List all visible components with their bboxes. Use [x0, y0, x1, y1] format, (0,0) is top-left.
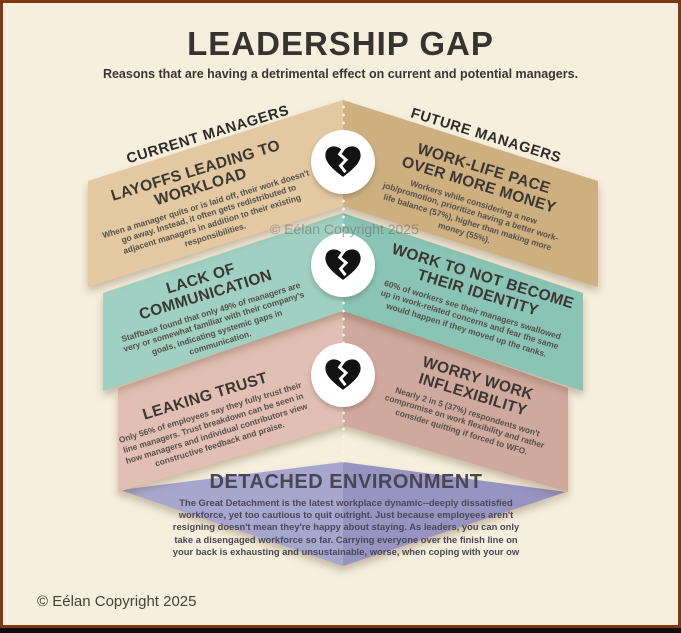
- footer-copyright: © Eélan Copyright 2025: [37, 593, 197, 610]
- dotted-connector: [342, 299, 345, 343]
- panel-body: The Great Detachment is the latest workp…: [172, 497, 520, 557]
- center-watermark: © Eélan Copyright 2025: [270, 221, 419, 237]
- page-header: LEADERSHIP GAP Reasons that are having a…: [3, 25, 678, 81]
- dotted-connector: [342, 409, 345, 463]
- dotted-connector: [342, 103, 345, 133]
- panel-title: DETACHED ENVIRONMENT: [209, 471, 483, 493]
- page-title: LEADERSHIP GAP: [187, 25, 494, 62]
- panel-detached-environment: DETACHED ENVIRONMENT The Great Detachmen…: [159, 471, 533, 558]
- page-subtitle: Reasons that are having a detrimental ef…: [102, 66, 579, 81]
